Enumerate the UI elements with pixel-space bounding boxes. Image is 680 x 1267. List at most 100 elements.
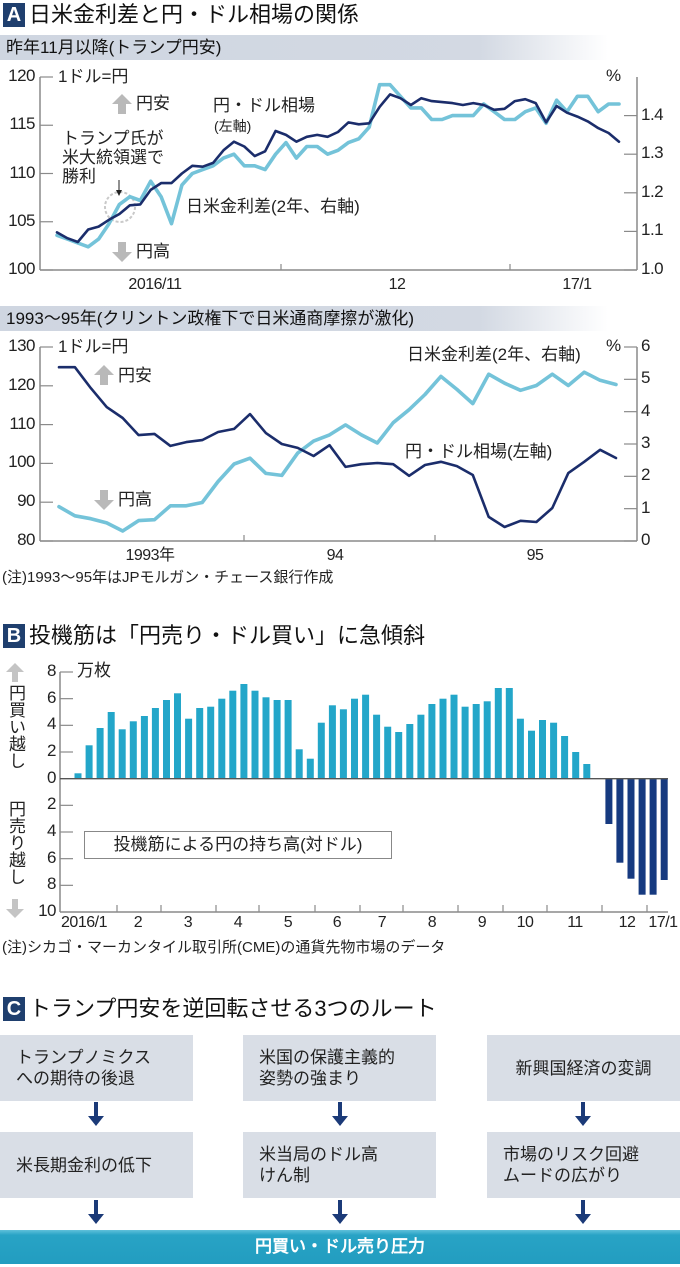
chart1-usd-jpy-line [55,93,621,244]
chart2-yen-weak-arrow-icon [94,365,114,385]
section-b-note: (注)シカゴ・マーカンタイル取引所(CME)の通貨先物市場のデータ [2,939,446,956]
bar-yen-long [218,698,226,779]
bar-yen-long [107,712,115,779]
chart1-left-tick-label: 120 [8,66,35,85]
chart2-right-tick-label: 5 [641,368,650,388]
chart1-yen-strong-arrow-icon [112,242,132,262]
chart2-right-tick-label: 4 [641,400,650,420]
chart3-x-tick-label: 12 [618,914,636,931]
section-a-badge: A [3,3,25,27]
chart3-x-tick-label: 7 [377,914,387,931]
flow-arrow-icon [88,1102,104,1126]
flow-arrow-icon [575,1102,591,1126]
bar-yen-long [229,690,237,779]
route3-cause: 新興国経済の変調 [515,1058,652,1078]
chart1-x-tick-label: 17/1 [562,276,592,293]
chart2-usd-jpy-line [57,365,618,529]
chart1-yen-strong-label: 円高 [136,242,170,261]
chart3-y-tick-label: 4 [47,714,56,734]
chart2-percent-label: % [606,336,622,355]
section-c-badge: C [3,997,25,1021]
bar-yen-long [494,688,502,779]
chart3-x-tick-label: 9 [477,914,487,931]
chart1-yen-weak-label: 円安 [136,94,170,113]
bar-yen-long [395,732,403,779]
bar-yen-long [505,688,513,779]
bar-yen-long [251,690,259,779]
bar-yen-long [406,724,414,779]
chart1-right-tick-label: 1.0 [641,259,664,278]
bar-yen-long [207,706,215,779]
chart2-right-tick-label: 1 [641,497,650,517]
bar-yen-long [85,745,93,779]
chart2-yen-weak-label: 円安 [118,366,152,385]
chart2-yen-strong-label: 円高 [118,490,152,509]
bar-yen-long [572,752,580,779]
chart1-right-tick-label: 1.1 [641,220,664,240]
chart2-rate-diff-line [57,370,618,533]
bar-yen-long [185,718,193,779]
section-a-note: (注)1993〜95年はJPモルガン・チェース銀行作成 [2,569,334,586]
section-c-title: トランプ円安を逆回転させる3つのルート [29,996,437,1021]
bar-yen-long [461,706,469,779]
chart2-left-tick-label: 80 [17,530,35,549]
bar-yen-long [561,736,569,779]
chart1-subtitle-band: 昨年11月以降(トランプ円安) [0,35,640,60]
route2-cause-box: 米国の保護主義的 姿勢の強まり [243,1035,436,1101]
chart3-x-tick-label: 3 [183,914,193,931]
bar-yen-long [328,705,336,779]
bar-yen-long [439,698,447,779]
bar-yen-short [638,778,646,895]
bar-yen-long [516,718,524,779]
bar-yen-long [583,764,591,779]
chart3-x-tick-label: 6 [332,914,342,931]
election-event-note: トランプ氏が 米大統領選で 勝利 [62,129,164,186]
bar-yen-long [472,704,480,779]
event-pointer-arrow-icon [116,180,122,196]
bar-yen-long [550,722,558,779]
chart3-x-tick-label: 5 [283,914,293,931]
chart2-left-tick-label: 130 [8,336,35,355]
chart3-x-tick-label: 8 [427,914,437,931]
chart1-unit-label: 1ドル=円 [58,67,129,86]
bar-yen-short [616,778,624,863]
route2-cause: 米国の保護主義的 姿勢の強まり [259,1048,395,1088]
chart2-right-tick-label: 0 [641,530,650,549]
chart3-y-tick-label: 10 [38,901,56,920]
flow-arrow-icon [332,1102,348,1126]
bar-yen-long [295,749,303,779]
chart3-y-tick-label: 2 [47,741,56,760]
bar-yen-long [417,714,425,779]
section-b-title: 投機筋は「円売り・ドル買い」に急傾斜 [29,623,426,648]
chart1-left-tick-label: 110 [9,162,35,182]
bar-yen-short [627,778,635,879]
chart3-y-tick-label: 2 [47,794,56,814]
chart1-right-tick-label: 1.2 [641,181,664,201]
bar-yen-long [351,698,358,779]
yen-net-long-label: 円買い越し [6,684,25,769]
chart3-unit-label: 万枚 [77,661,111,680]
chart1-x-tick-label: 2016/11 [128,276,182,293]
chart3-y-tick-label: 0 [47,767,56,787]
chart3-y-tick-label: 6 [47,847,56,867]
flow-arrow-icon [575,1200,591,1224]
bar-yen-long [74,773,82,779]
bar-yen-short [660,778,668,880]
route1-effect-box: 米長期金利の低下 [0,1132,193,1198]
chart3-x-tick-label: 4 [233,914,243,931]
chart1-percent-label: % [606,66,622,85]
section-b-badge: B [3,624,25,648]
chart3-legend-box: 投機筋による円の持ち高(対ドル) [84,831,392,859]
chart2-unit-label: 1ドル=円 [58,337,129,356]
bar-yen-short [649,778,657,895]
route3-cause-box: 新興国経済の変調 [487,1035,680,1101]
chart-marks [39,76,668,913]
chart1-rate-diff-label: 日米金利差(2年、右軸) [186,197,360,216]
chart2-yen-strong-arrow-icon [94,490,114,510]
chart1-yen-weak-arrow-icon [112,94,132,114]
chart3-y-tick-label: 8 [47,874,56,894]
chart1-right-tick-label: 1.4 [641,104,664,124]
bar-yen-long [450,694,458,779]
bar-yen-long [528,730,535,779]
